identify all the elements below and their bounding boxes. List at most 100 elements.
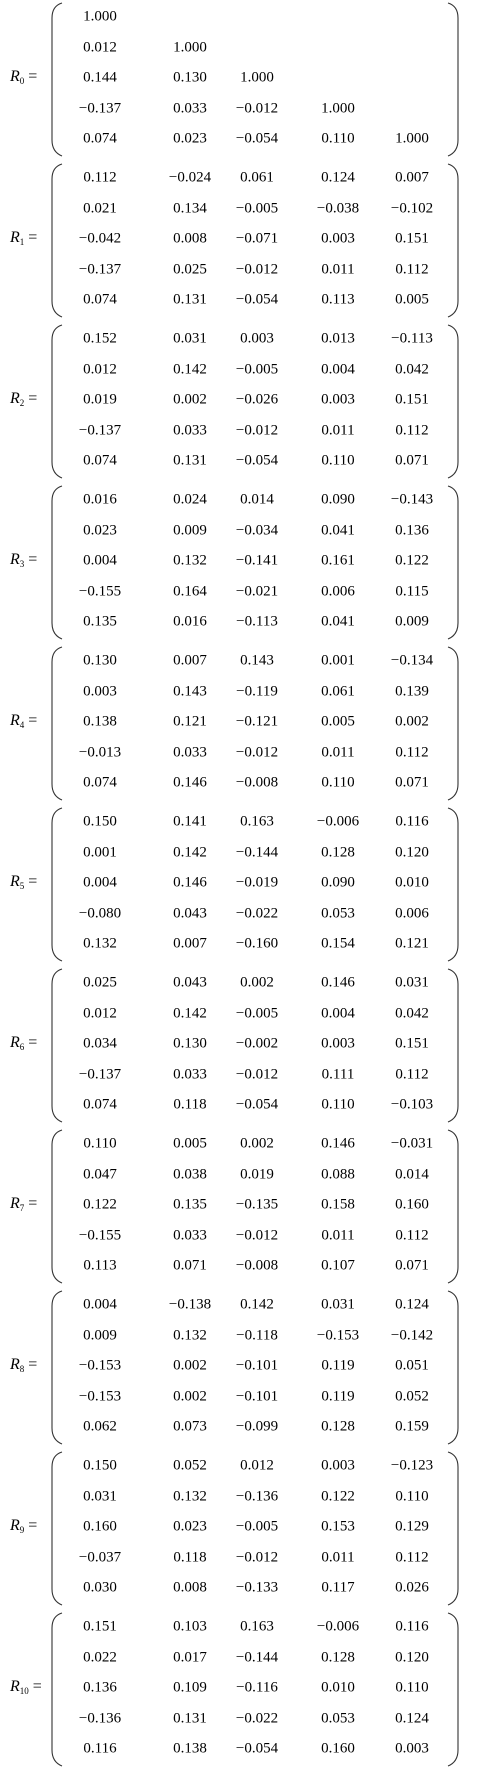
matrix-block: R2 = 0.152 0.031 0.003 0.013 −0.113 0.012 0.142…: [0, 322, 493, 483]
matrix-entry: −0.002: [235, 1035, 279, 1052]
matrix-entry: 0.002: [173, 1357, 207, 1374]
matrix-entry: −0.008: [235, 774, 279, 791]
matrix-entry: 0.138: [173, 1740, 207, 1757]
parentheses: [51, 646, 459, 801]
matrix-entry: 0.146: [321, 1135, 355, 1152]
matrix-entry: 0.111: [321, 1066, 355, 1082]
matrix-entry: −0.099: [235, 1418, 279, 1435]
matrix-entry: 1.000: [240, 69, 274, 86]
matrix-entry: 0.109: [173, 1679, 207, 1696]
parentheses: [51, 1451, 459, 1606]
matrix-entry: 0.031: [395, 974, 429, 991]
matrix-entry: 0.042: [395, 1005, 429, 1021]
matrix-entry: 0.138: [83, 713, 117, 730]
matrix-entry: 0.009: [83, 1327, 117, 1343]
matrix-entry: 0.122: [395, 552, 429, 569]
matrix-entry: −0.037: [78, 1549, 122, 1565]
matrix-subscript: 7: [19, 1203, 25, 1213]
matrix-entry: 0.021: [83, 200, 117, 216]
matrix-entry: 0.016: [173, 613, 207, 630]
matrix-entry: 0.132: [173, 1327, 207, 1343]
matrix-entry: 0.012: [240, 1457, 274, 1474]
matrix-block: R1 = 0.112 −0.024 0.061 0.124 0.007 0.021 0.134…: [0, 161, 493, 322]
matrix-entry: −0.116: [236, 1679, 278, 1696]
matrix-entry: 0.041: [321, 522, 355, 538]
matrix-entry: 0.009: [395, 613, 429, 630]
matrix-entry: 0.071: [173, 1257, 207, 1274]
matrix-entry: −0.118: [236, 1327, 278, 1343]
parentheses: [51, 968, 459, 1123]
matrix-entry: 0.023: [83, 522, 117, 538]
matrix-entry: 0.041: [321, 613, 355, 630]
matrix-entry: −0.135: [235, 1196, 279, 1213]
paren-stroke: [447, 1129, 459, 1284]
matrix-entry: −0.155: [78, 583, 122, 599]
matrix-entry: −0.013: [78, 744, 122, 760]
matrix-entry: 0.116: [83, 1740, 117, 1757]
matrix-entry: 0.110: [321, 130, 355, 147]
equals-sign: =: [28, 1356, 38, 1373]
matrix-entry: 0.146: [321, 974, 355, 991]
matrix-entry: 0.047: [83, 1166, 117, 1182]
matrix-entry: 0.151: [395, 391, 429, 408]
matrix-entry: 0.011: [321, 1227, 355, 1243]
matrix-subscript: 8: [19, 1364, 25, 1374]
matrix-entry: 0.161: [321, 552, 355, 569]
matrix-entry: −0.042: [78, 230, 122, 247]
matrix-entry: 0.113: [83, 1257, 117, 1274]
matrix-entry: 0.003: [240, 330, 274, 347]
matrix-entry: 0.011: [321, 422, 355, 438]
matrix-entry: 0.043: [173, 974, 207, 991]
matrix-entry: 0.010: [321, 1679, 355, 1696]
matrix-entry: 0.160: [395, 1196, 429, 1213]
matrix-entry: 0.023: [173, 1518, 207, 1535]
matrix-entry: 0.136: [395, 522, 429, 538]
matrix-entry: 0.159: [395, 1418, 429, 1435]
matrix-entry: 0.146: [173, 774, 207, 791]
paren-stroke: [51, 485, 63, 640]
matrix-entry: 0.112: [395, 422, 429, 438]
matrix-entry: 0.061: [321, 683, 355, 699]
matrix-entry: −0.012: [235, 100, 279, 116]
matrix-subscript: 4: [19, 720, 25, 730]
matrix-entry: 0.122: [321, 1488, 355, 1504]
parentheses: [51, 324, 459, 479]
matrix-block: R7 = 0.110 0.005 0.002 0.146 −0.031 0.047 0.038…: [0, 1127, 493, 1288]
matrix-entry: 0.142: [240, 1296, 274, 1313]
equals-sign: =: [28, 68, 38, 85]
matrix-entry: 0.160: [83, 1518, 117, 1535]
matrix-entry: 0.031: [173, 330, 207, 347]
matrix-entry: 0.001: [321, 652, 355, 669]
matrix-entry: 0.112: [395, 744, 429, 760]
matrix-entry: −0.005: [235, 1005, 279, 1021]
matrix-entry: −0.136: [78, 1710, 122, 1726]
matrix-entry: 0.131: [173, 452, 207, 469]
matrix-entry: 0.142: [173, 844, 207, 860]
matrix-entry: −0.012: [235, 261, 279, 277]
matrix-entry: 0.146: [173, 874, 207, 891]
matrix-entry: 0.132: [173, 552, 207, 569]
matrix-entry: −0.005: [235, 1518, 279, 1535]
matrix-entry: −0.008: [235, 1257, 279, 1274]
equals-sign: =: [28, 873, 38, 890]
matrix-entry: 0.011: [321, 744, 355, 760]
matrix-entry: −0.012: [235, 1549, 279, 1565]
matrix-entry: 0.005: [395, 291, 429, 308]
matrix-entry: 0.142: [173, 1005, 207, 1021]
matrix-label: R0 =: [10, 68, 37, 86]
matrix-entry: −0.153: [78, 1388, 122, 1404]
matrix-symbol: R: [10, 1356, 20, 1373]
equals-sign: =: [28, 229, 38, 246]
matrix-entry: 0.130: [173, 1035, 207, 1052]
matrix-entry: −0.031: [390, 1135, 434, 1152]
matrix-entry: 0.115: [395, 583, 429, 599]
paren-stroke: [447, 2, 459, 157]
matrix-entry: 0.112: [83, 169, 117, 186]
matrix-entry: 0.033: [173, 1066, 207, 1082]
matrix-entry: 0.112: [395, 261, 429, 277]
matrix-entry: 0.124: [395, 1710, 429, 1726]
matrix-block: R10 = 0.151 0.103 0.163 −0.006 0.116 0.022 0.01…: [0, 1610, 493, 1771]
matrix-entry: 0.144: [83, 69, 117, 86]
matrix-entry: 0.002: [173, 391, 207, 408]
matrix-entry: 0.112: [395, 1227, 429, 1243]
